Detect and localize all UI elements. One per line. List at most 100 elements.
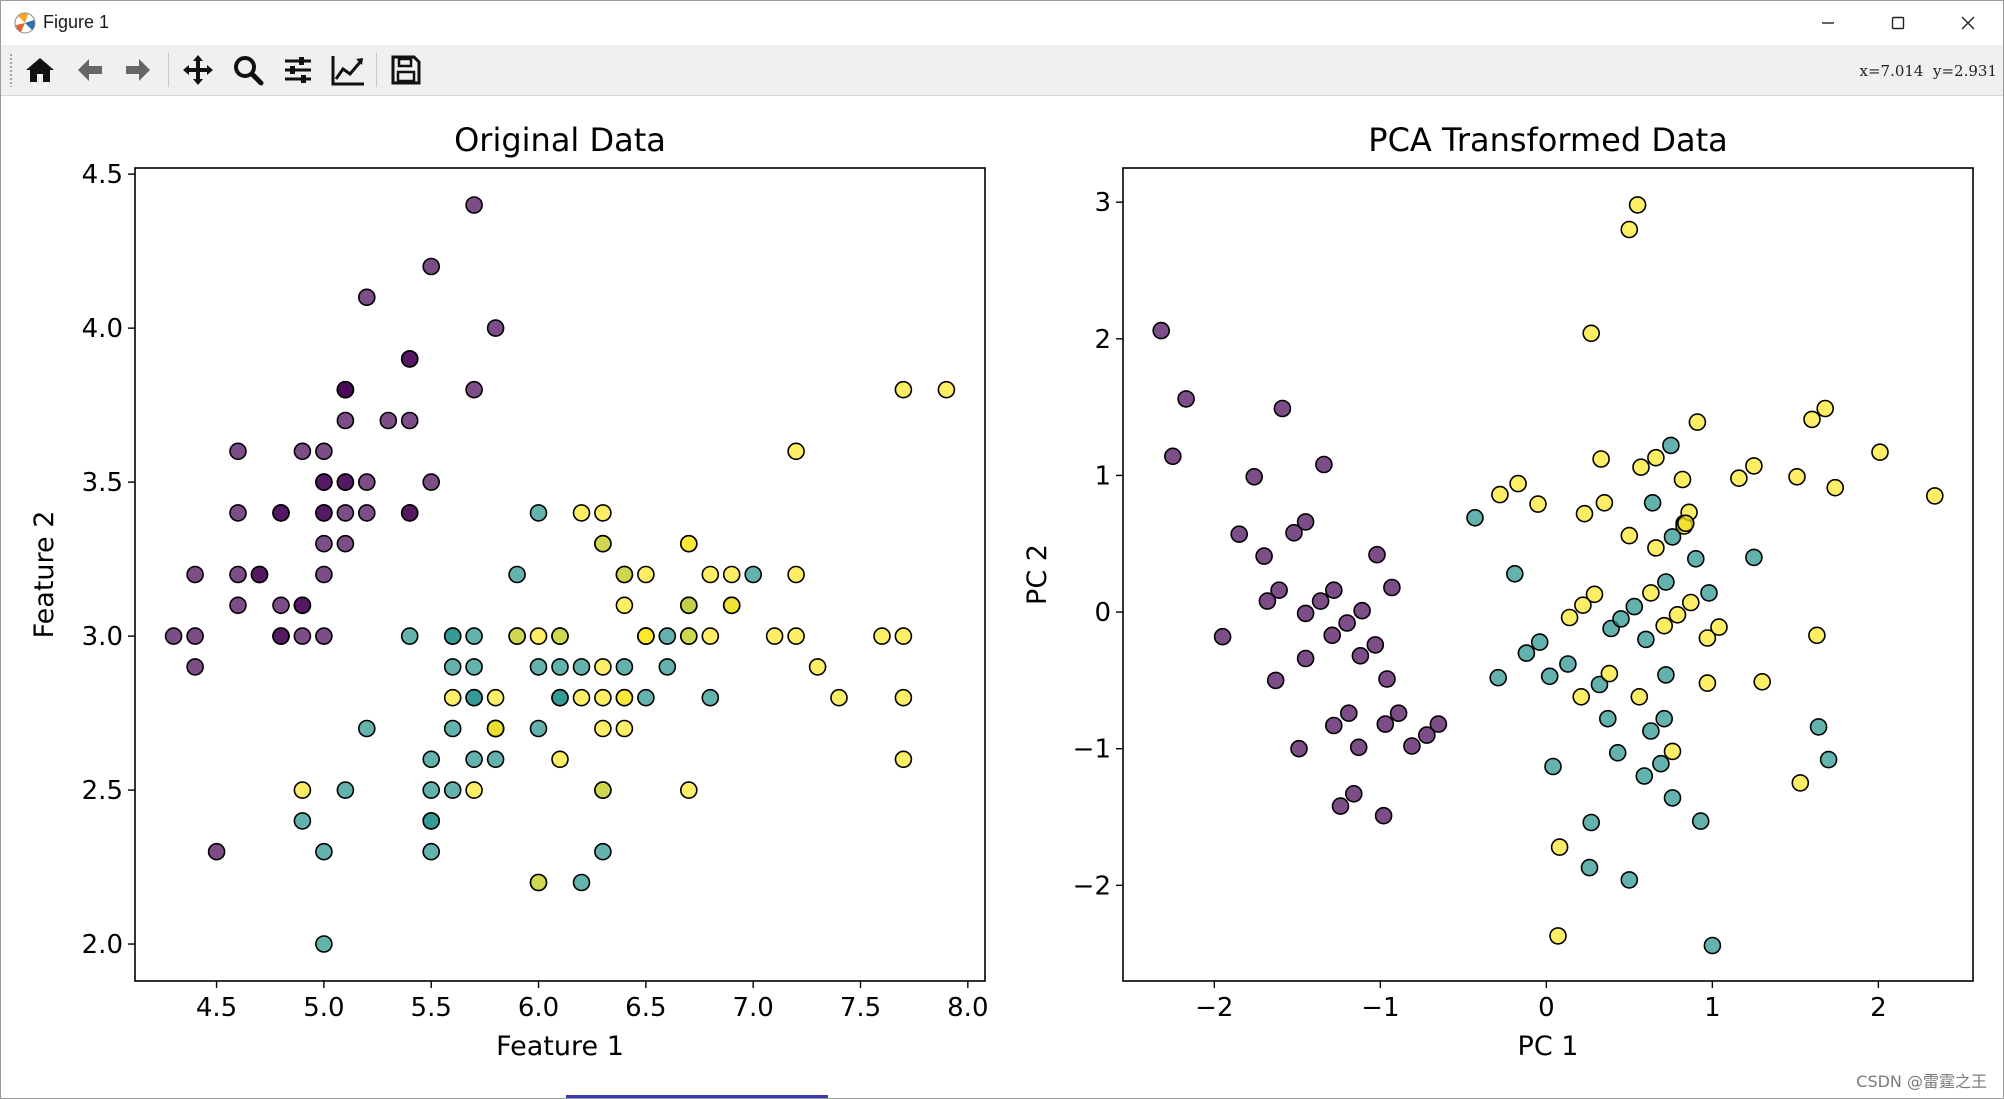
data-point	[250, 565, 269, 584]
data-point	[1698, 629, 1717, 647]
data-point	[1585, 585, 1604, 604]
data-point	[1657, 666, 1675, 684]
data-point	[486, 688, 505, 707]
data-point	[894, 688, 913, 707]
window-title: Figure 1	[43, 12, 110, 32]
data-point	[679, 596, 698, 615]
data-point	[422, 842, 441, 861]
minimize-button[interactable]	[1793, 1, 1863, 45]
data-point	[465, 380, 483, 399]
data-point	[1489, 668, 1507, 687]
pan-button[interactable]	[176, 50, 220, 90]
figure-canvas[interactable]: 4.5 5.0 5.5 6.0 6.5 7.0 7.5 8.0 2.0 2.5 3.0 3.5 4.0 4…	[1, 96, 2003, 1098]
data-point	[529, 504, 548, 522]
zoom-button[interactable]	[226, 50, 270, 90]
data-point	[572, 658, 591, 676]
data-point	[1255, 547, 1273, 565]
data-point	[315, 627, 333, 645]
data-point	[679, 781, 698, 799]
data-point	[1544, 757, 1562, 776]
data-point	[1325, 716, 1343, 735]
data-point	[1164, 447, 1182, 466]
data-point	[1700, 584, 1718, 602]
data-point	[722, 565, 741, 584]
data-point	[1803, 410, 1821, 429]
data-point	[1340, 704, 1358, 723]
data-point	[1290, 739, 1308, 758]
configure-subplots-button[interactable]	[276, 50, 320, 90]
data-point	[615, 688, 634, 707]
data-point	[1791, 774, 1810, 792]
data-point	[1258, 592, 1277, 610]
data-point	[615, 658, 634, 676]
data-point	[765, 627, 784, 645]
data-point	[465, 750, 483, 769]
data-point	[787, 627, 805, 645]
data-point	[1788, 467, 1806, 486]
data-point	[701, 565, 720, 584]
data-point	[486, 750, 505, 769]
data-point	[1351, 646, 1370, 665]
back-button[interactable]	[68, 50, 112, 90]
y-tick-label: 2.5	[82, 776, 123, 806]
data-point	[1592, 450, 1610, 468]
configure-subplots-icon	[285, 57, 311, 83]
edit-axis-button[interactable]	[326, 50, 370, 90]
data-point	[572, 873, 591, 892]
data-point	[1673, 470, 1692, 489]
x-tick-label: 2	[1870, 993, 1887, 1023]
x-tick-label: 5.0	[303, 993, 344, 1023]
data-point	[1809, 718, 1828, 736]
data-point	[1429, 715, 1448, 733]
data-point	[1273, 399, 1292, 418]
data-point	[400, 350, 419, 368]
data-point	[615, 596, 634, 615]
data-point	[551, 750, 569, 769]
data-point	[1353, 601, 1371, 620]
data-point	[1376, 715, 1395, 733]
toolbar-separator	[168, 53, 169, 87]
data-point	[1677, 514, 1695, 533]
x-tick-label: 0	[1538, 993, 1555, 1023]
data-point	[1808, 626, 1826, 645]
data-point	[701, 627, 720, 645]
data-point	[1296, 649, 1315, 668]
data-point	[594, 534, 612, 553]
data-point	[1620, 220, 1639, 239]
data-point	[1529, 495, 1547, 513]
series-class2	[1491, 196, 1944, 945]
data-point	[830, 688, 848, 707]
data-point	[465, 781, 483, 799]
forward-button[interactable]	[116, 50, 160, 90]
data-point	[1540, 667, 1559, 686]
data-point	[594, 658, 612, 676]
x-tick-label: 7.5	[840, 993, 881, 1023]
data-point	[572, 504, 591, 522]
data-point	[1620, 526, 1639, 545]
data-point	[1652, 754, 1670, 773]
toolbar-separator	[376, 53, 377, 87]
data-point	[1687, 549, 1705, 568]
data-point	[1753, 672, 1771, 691]
data-point	[422, 781, 441, 799]
data-point	[1657, 573, 1675, 591]
toolbar-grip	[9, 53, 13, 87]
cursor-coordinates: x=7.014 y=2.931	[1859, 62, 1998, 80]
data-point	[315, 842, 333, 861]
data-point	[1691, 812, 1710, 830]
home-button[interactable]	[18, 50, 62, 90]
data-point	[787, 565, 805, 584]
data-point	[1647, 539, 1665, 557]
x-axis-label: Feature 1	[496, 1031, 624, 1062]
data-point	[1926, 487, 1944, 505]
data-point	[422, 812, 441, 830]
x-tick-label: −2	[1195, 993, 1233, 1023]
x-tick-label: 1	[1704, 993, 1721, 1023]
maximize-icon	[1891, 16, 1905, 30]
close-button[interactable]	[1933, 1, 2003, 45]
data-point	[315, 935, 333, 953]
title-bar: Figure 1	[1, 1, 2003, 45]
maximize-button[interactable]	[1863, 1, 1933, 45]
data-point	[229, 504, 247, 522]
save-button[interactable]	[384, 50, 428, 90]
